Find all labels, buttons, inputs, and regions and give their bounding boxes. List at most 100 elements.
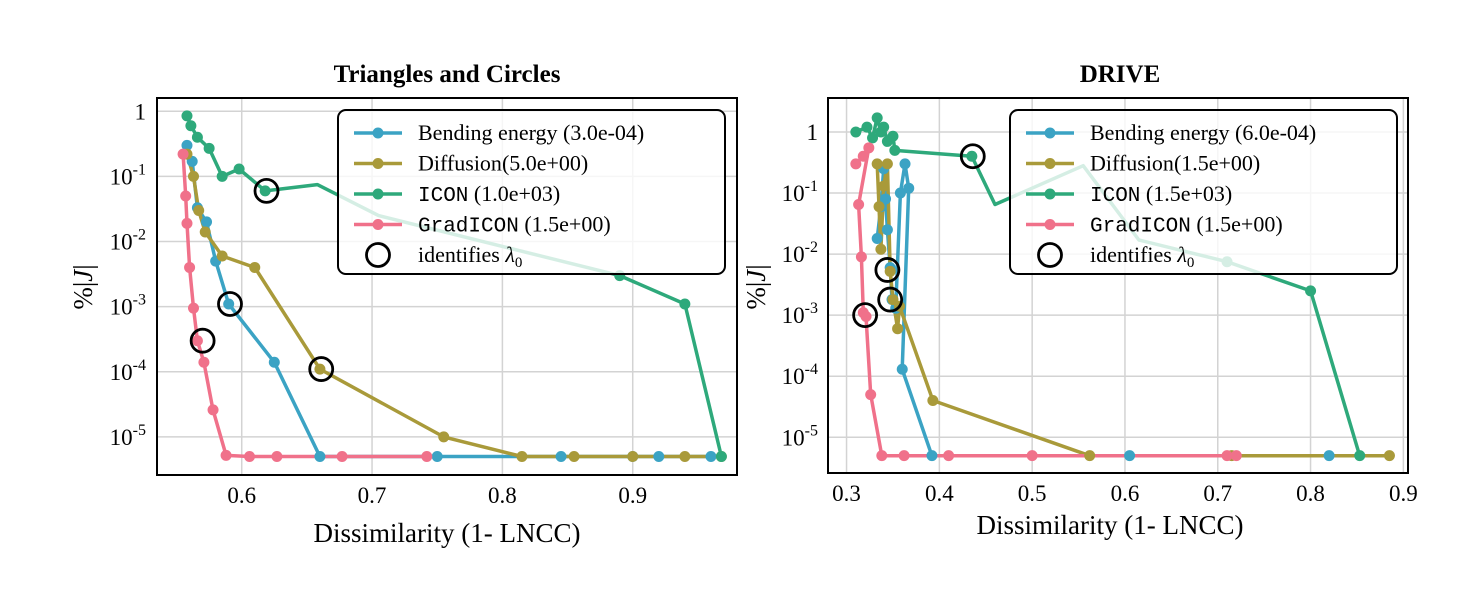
y-tick-label: 10-2 (782, 239, 818, 267)
y-tick-label: 10-2 (110, 227, 146, 255)
x-tick-label: 0.8 (488, 483, 517, 508)
data-point (233, 163, 245, 175)
data-point (880, 193, 892, 205)
data-point (191, 131, 203, 143)
legend-label: ICON (1.0e+03) (418, 181, 560, 208)
data-point (873, 201, 885, 213)
y-tick-label: 10-3 (782, 300, 818, 328)
x-tick-labels: 0.3 0.4 0.5 0.6 0.7 0.8 0.9 (832, 481, 1418, 506)
data-point (181, 110, 193, 122)
y-tick-label: 10-1 (110, 161, 146, 189)
legend-swatch-point (1044, 219, 1056, 230)
legend-entry: ICON (1.5e+03) (1026, 181, 1232, 208)
chart-title: DRIVE (1080, 61, 1161, 88)
data-point (878, 180, 890, 192)
data-point (881, 158, 893, 170)
legend-swatch-point (372, 127, 384, 139)
legend-circle-marker (1037, 242, 1063, 268)
x-tick-label: 0.5 (1018, 481, 1047, 506)
data-point (438, 431, 450, 443)
y-tick-label: 10-3 (110, 292, 146, 320)
x-tick-label: 0.7 (1203, 481, 1232, 506)
data-point (177, 148, 189, 160)
data-point (850, 158, 862, 170)
data-point (926, 450, 938, 462)
legend-label: Bending energy (3.0e-04) (418, 120, 644, 145)
data-point (881, 224, 893, 236)
data-point (943, 450, 955, 462)
data-point (193, 204, 205, 216)
legend-swatch-point (372, 219, 384, 230)
data-point (1026, 450, 1038, 462)
data-point (555, 451, 567, 463)
y-tick-label: 10-4 (110, 357, 146, 385)
data-point (216, 250, 228, 262)
x-tick-label: 0.4 (925, 481, 954, 506)
data-point (216, 170, 228, 182)
data-point (1305, 285, 1317, 297)
legend-entry: Bending energy (6.0e-04) (1026, 120, 1316, 145)
data-point (850, 126, 862, 138)
data-point (871, 233, 883, 245)
data-point (431, 451, 443, 463)
lambda0-marker (253, 177, 280, 204)
lambda0-marker (189, 327, 216, 354)
data-point (191, 335, 203, 347)
data-point (271, 451, 283, 463)
data-point (249, 261, 261, 273)
data-point (568, 451, 580, 463)
x-tick-label: 0.3 (832, 481, 861, 506)
legend-label: Diffusion(5.0e+00) (418, 151, 588, 176)
data-point (876, 450, 888, 462)
data-point (875, 243, 887, 255)
data-point (679, 451, 691, 463)
x-tick-labels: 0.6 0.7 0.8 0.9 (227, 483, 647, 508)
data-point (899, 158, 911, 170)
data-point (336, 451, 348, 463)
data-point (181, 139, 193, 151)
data-point (1323, 450, 1335, 462)
chart-title: Triangles and Circles (334, 61, 561, 88)
data-point (421, 451, 433, 463)
data-point (181, 217, 193, 229)
data-point (853, 198, 865, 210)
legend: Bending energy (6.0e-04) Diffusion(1.5e+0… (1009, 109, 1398, 275)
data-point (223, 298, 235, 310)
y-tick-label: 10-1 (782, 178, 818, 206)
lambda0-marker (308, 356, 335, 382)
data-point (187, 170, 199, 182)
legend-entry: Diffusion(5.0e+00) (354, 151, 588, 176)
y-tick-label: 1 (807, 120, 819, 145)
legend-box (337, 109, 726, 275)
data-point (966, 150, 978, 162)
legend-label: identifies λ0 (1090, 242, 1194, 271)
lambda0-marker (874, 257, 901, 283)
data-point (1221, 450, 1233, 462)
legend-label: Bending energy (6.0e-04) (1090, 120, 1316, 145)
data-point (871, 112, 883, 124)
legend-entry: GradICON (1.5e+00) (354, 212, 611, 239)
chart-panel-drive: 0.3 0.4 0.5 0.6 0.7 0.8 0.9 10-510-410-310-210… (741, 61, 1418, 540)
y-tick-label: 10-5 (110, 422, 146, 450)
legend-entry-lambda0: identifies λ0 (1037, 242, 1194, 271)
data-point (653, 451, 665, 463)
data-point (894, 187, 906, 199)
data-point (705, 451, 717, 463)
data-point (180, 190, 192, 202)
lambda0-marker (959, 143, 986, 170)
data-point (867, 132, 879, 144)
data-point (244, 451, 256, 463)
legend-entry: Diffusion(1.5e+00) (1026, 151, 1260, 176)
data-point (884, 265, 896, 277)
data-point (184, 261, 196, 273)
data-point (927, 395, 939, 407)
x-tick-label: 0.6 (227, 483, 256, 508)
data-point (259, 185, 271, 197)
data-point (892, 323, 904, 335)
plot-frame (827, 97, 1409, 474)
data-point (207, 404, 219, 416)
legend-entry: GradICON (1.5e+00) (1026, 212, 1283, 239)
y-axis-label: %|J| (68, 264, 98, 309)
data-point (198, 356, 210, 368)
